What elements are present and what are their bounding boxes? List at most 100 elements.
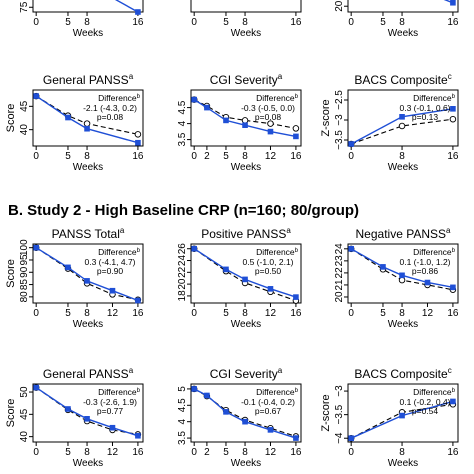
y-tick-label: 3.5: [177, 431, 188, 445]
treatment-marker: [223, 117, 229, 124]
x-tick-label: 5: [223, 17, 229, 28]
annotation-line: p=0.13: [412, 112, 439, 122]
x-tick-label: 12: [265, 151, 277, 162]
plot-frame: [190, 0, 302, 13]
y-tick-label: 45: [19, 408, 30, 420]
x-tick-label: 8: [399, 308, 405, 319]
placebo-marker: [241, 117, 249, 124]
treatment-marker: [204, 104, 210, 111]
x-axis-label: Weeks: [231, 319, 261, 330]
y-tick-label: 23: [334, 255, 345, 267]
annotation-line: 0.1 (-0.2, 0.4): [399, 397, 450, 407]
section-b-title: B. Study 2 - High Baseline CRP (n=160; 8…: [8, 202, 359, 219]
x-tick-label: 8: [242, 447, 248, 458]
y-tick-label: −3.5: [334, 404, 345, 424]
treatment-marker: [204, 392, 210, 399]
treatment-marker: [242, 276, 248, 283]
annotation-heading: Differenceb: [413, 93, 456, 103]
y-tick-label: 40: [19, 431, 30, 443]
plot-frame: [190, 243, 302, 304]
y-tick-label: 85: [19, 279, 30, 291]
treatment-marker: [135, 9, 141, 15]
annotation-line: p=0.77: [97, 406, 124, 416]
y-axis-label: Score: [5, 399, 17, 428]
y-tick-label: −3.5: [334, 130, 345, 150]
x-tick-label: 12: [422, 308, 434, 319]
x-tick-label: 5: [65, 151, 71, 162]
x-tick-label: 5: [223, 308, 229, 319]
x-axis-label: Weeks: [73, 28, 103, 39]
title-superscript: a: [286, 226, 291, 235]
treatment-marker: [267, 128, 274, 135]
treatment-marker: [399, 272, 405, 279]
panel-a-top-3: 0 5 8 16 Weeks 20: [334, 0, 459, 39]
x-tick-label: 8: [84, 447, 90, 458]
chart-title: BACS Compositec: [354, 72, 451, 87]
title-superscript: c: [448, 366, 452, 375]
y-axis-label: Score: [5, 259, 17, 288]
x-tick-label: 16: [447, 17, 459, 28]
treatment-marker: [135, 139, 141, 146]
annotation-heading: Differenceb: [98, 247, 141, 257]
title-superscript: a: [120, 226, 125, 235]
treatment-marker: [191, 386, 197, 392]
x-axis-label: Weeks: [231, 162, 261, 173]
panel-a-top-2: 0 5 8 16 Weeks: [190, 0, 302, 39]
plot-frame: [190, 383, 302, 443]
chart-title: BACS Compositec: [354, 366, 451, 381]
treatment-marker: [293, 435, 299, 441]
annotation-line: 0.3 (-4.1, 4.7): [84, 257, 135, 267]
treatment-marker: [348, 141, 354, 147]
x-axis-label: Weeks: [388, 458, 418, 469]
annotation-line: p=0.54: [412, 406, 439, 416]
annotation-superscript: b: [295, 248, 299, 254]
placebo-marker: [398, 122, 406, 130]
x-tick-label: 8: [242, 17, 248, 28]
y-tick-label: 4.5: [177, 398, 188, 412]
plot-frame: [32, 89, 144, 147]
treatment-marker: [33, 93, 39, 99]
x-tick-label: 0: [348, 17, 354, 28]
plot-frame: [32, 243, 144, 304]
x-tick-label: 2: [204, 151, 210, 162]
annotation-superscript: b: [137, 388, 141, 394]
annotation-line: -0.1 (-0.4, 0.2): [241, 397, 295, 407]
x-tick-label: 12: [107, 308, 119, 319]
x-tick-label: 16: [132, 308, 144, 319]
y-tick-label: 4: [177, 418, 188, 424]
panel-b-panss-total: PANSS Totala 0 5 8 12 16 Weeks 80859095100Score…: [5, 226, 144, 330]
plot-frame: [347, 383, 459, 443]
treatment-marker: [348, 435, 354, 442]
y-tick-label: −3: [334, 385, 345, 397]
annotation-superscript: b: [452, 388, 456, 394]
x-tick-label: 5: [65, 17, 71, 28]
treatment-marker: [380, 264, 386, 270]
plot-frame: [347, 243, 459, 304]
annotation-line: 0.3 (-0.1, 0.6): [399, 103, 450, 113]
x-tick-label: 12: [107, 447, 119, 458]
treatment-marker: [191, 96, 197, 103]
y-axis-label: Z-score: [320, 394, 332, 431]
y-tick-label: −3: [334, 114, 345, 126]
x-tick-label: 16: [132, 17, 144, 28]
x-tick-label: 0: [348, 308, 354, 319]
y-tick-label: 95: [19, 254, 30, 266]
treatment-marker: [33, 384, 39, 391]
chart-title: CGI Severitya: [210, 72, 283, 87]
plot-frame: [347, 0, 459, 13]
x-tick-label: 8: [399, 447, 405, 458]
panel-b-bacs-composite: BACS Compositec 0 8 16 Weeks −4 −3.5 −3Z-score D…: [320, 366, 459, 469]
x-tick-label: 8: [84, 17, 90, 28]
x-tick-label: 8: [399, 151, 405, 162]
x-tick-label: 5: [65, 447, 71, 458]
plot-frame: [347, 89, 459, 147]
treatment-line: [443, 0, 454, 4]
chart-title: General PANSSa: [43, 366, 134, 381]
annotation-line: p=0.08: [255, 112, 282, 122]
x-axis-label: Weeks: [231, 28, 261, 39]
annotation-line: p=0.90: [97, 266, 124, 276]
treatment-marker: [242, 418, 248, 425]
y-tick-label: 21: [334, 279, 345, 291]
